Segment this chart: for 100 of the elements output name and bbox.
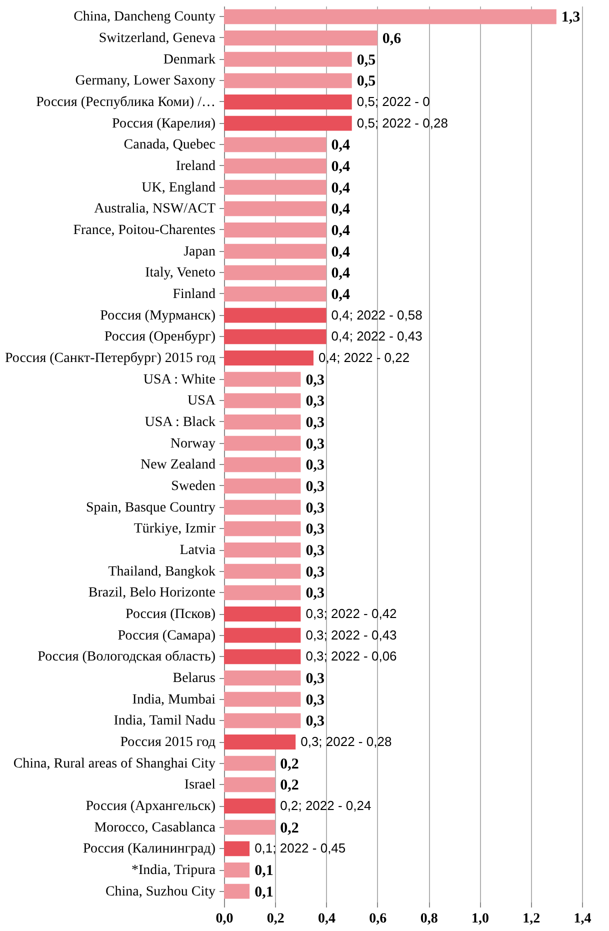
bar [224,180,326,195]
y-tick-label: Россия (Калининград) [83,842,216,857]
y-tick-label: Spain, Basque Country [86,500,216,516]
bar [224,734,296,750]
y-tick-label: USA : Black [144,415,216,430]
y-tick-label: Australia, NSW/ACT [94,202,216,217]
y-tick-label: New Zealand [140,458,216,473]
bar [224,500,301,515]
bar [224,521,301,536]
y-tick-label: Thailand, Bangkok [108,564,216,580]
y-tick-label: USA : White [143,372,216,388]
bar [224,606,301,622]
data-label: 0,2 [280,778,299,794]
x-tick-label: 1,4 [574,912,592,926]
bar [224,777,276,792]
y-tick-label: Latvia [180,543,216,558]
y-tick-label: USA [187,394,216,409]
y-tick-label: India, Mumbai [132,692,216,708]
y-tick-label: France, Poitou-Charentes [73,223,216,238]
y-tick-label: China, Suzhou City [105,884,216,900]
y-tick-label: India, Tamil Nadu [114,714,216,729]
y-tick-label: Россия (Псков) [126,607,216,622]
y-tick-label: China, Rural areas of Shanghai City [13,756,216,772]
data-label: 0,1 [254,863,274,879]
y-tick-label: Россия (Мурманск) [100,308,216,324]
x-tick-label: 0,8 [420,912,438,926]
y-tick-label: *India, Tripura [132,863,216,878]
y-tick-label: UK, England [142,180,216,196]
y-tick-label: Россия (Самара) [118,628,216,644]
data-label: 0,4 [331,159,351,175]
data-label: 0,3 [306,415,324,431]
data-label: 0,3 [306,372,324,388]
bar [224,756,276,771]
data-label: 0,3 [306,543,324,559]
x-tick-label: 0,6 [369,912,387,926]
y-tick-label: Россия 2015 год [120,735,216,750]
data-label: 0,3 [306,458,324,474]
y-tick-label: Italy, Veneto [145,266,216,281]
bar [224,564,301,579]
bar [224,884,250,899]
bar [224,457,301,472]
x-tick-label: 1,2 [522,912,540,926]
data-label: 0,4 [331,244,351,260]
y-tick-label: Morocco, Casablanca [94,820,216,836]
bar [224,116,352,131]
data-label: 0,5; 2022 - 0 [356,94,430,109]
bar [224,393,301,408]
data-label: 0,1; 2022 - 0,45 [254,840,346,856]
bar [224,9,556,24]
bar [224,94,352,110]
data-label: 0,4 [331,202,351,218]
data-label: 0,3 [306,436,324,452]
bar [224,862,250,878]
bar [224,478,301,494]
y-tick-label: Norway [170,436,216,452]
y-tick-label: Finland [172,287,216,302]
y-tick-label: Switzerland, Geneva [98,31,216,46]
x-tick-label: 0,4 [318,912,336,926]
y-tick-label: China, Dancheng County [74,10,216,25]
data-label: 0,4 [331,138,351,154]
data-label: 0,3 [306,479,324,495]
bar [224,52,352,67]
data-label: 0,3 [306,394,324,410]
bar [224,628,301,643]
bar [224,372,301,387]
bar [224,201,326,216]
data-label: 0,3; 2022 - 0,43 [306,627,397,642]
y-tick-label: Россия (Карелия) [112,116,216,132]
data-label: 0,4 [331,287,351,303]
data-label: 0,3; 2022 - 0,28 [300,734,392,749]
data-label: 0,4 [331,180,351,196]
bar [224,265,326,280]
y-tick-label: Brazil, Belo Horizonte [88,586,216,601]
y-tick-label: Türkiye, Izmir [134,522,216,537]
data-label: 0,4 [331,266,351,282]
data-label: 0,5 [356,52,376,68]
data-label: 0,3 [306,522,324,538]
bar [224,73,352,88]
y-tick-label: Россия (Вологодская область) [38,650,216,665]
bar [224,158,326,174]
data-label: 0,3 [306,500,324,516]
bar [224,30,378,46]
y-tick-label: Россия (Оренбург) [104,330,216,345]
y-tick-label: Россия (Архангельск) [86,799,216,814]
data-label: 0,3 [306,586,324,602]
data-label: 1,3 [561,10,580,26]
y-tick-label: Россия (Республика Коми) /… [36,95,216,110]
y-tick-label: Россия (Санкт-Петербург) 2015 год [4,351,216,366]
data-label: 0,3 [306,671,324,687]
bar [224,308,326,323]
bar [224,329,326,344]
bar [224,137,326,152]
y-tick-label: Israel [184,778,216,793]
y-tick-label: Japan [184,244,216,260]
y-tick-label: Canada, Quebec [124,138,216,153]
data-label: 0,5 [356,74,376,90]
data-label: 0,2; 2022 - 0,24 [280,798,372,813]
data-label: 0,5; 2022 - 0,28 [356,115,448,130]
data-label: 0,4; 2022 - 0,43 [331,328,422,344]
data-label: 0,3; 2022 - 0,42 [306,606,397,621]
